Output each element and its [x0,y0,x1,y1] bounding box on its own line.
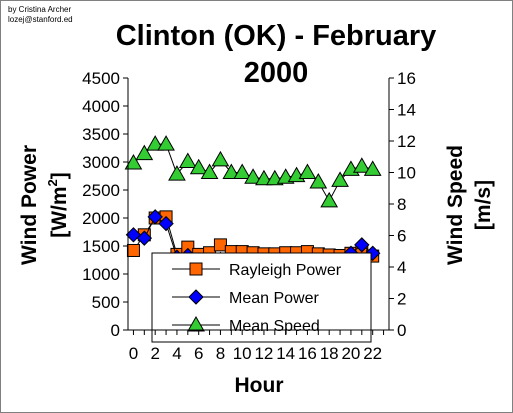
x-tick-label: 18 [320,344,339,363]
point-mean-speed [233,163,252,179]
y-right-tick-label: 8 [397,195,406,214]
point-mean-speed [135,144,154,161]
point-mean-speed [211,150,230,167]
point-mean-speed [124,154,143,170]
y-axis-left-label-line-1: Wind Power [18,145,41,265]
point-mean-speed [178,152,197,168]
point-mean-speed [255,169,273,186]
axes: 0500100015002000250030003500400045000246… [82,69,416,363]
point-mean-power [354,237,370,253]
y-axis-right-label: Wind Speed [m/s] [444,145,495,265]
chart-title-line-2: 2000 [244,57,309,89]
legend-marker-mean-power [188,289,204,305]
point-mean-speed [298,163,317,179]
y-left-tick-label: 500 [92,293,120,312]
x-tick-label: 8 [216,344,225,363]
x-tick-label: 4 [172,344,181,363]
y-left-tick-label: 3500 [82,125,120,144]
point-mean-speed [200,163,219,179]
x-tick-label: 16 [298,344,317,363]
point-mean-speed [146,135,165,151]
y-right-tick-label: 2 [397,290,406,309]
point-rayleigh-power [126,243,140,257]
y-axis-left-unit: [W/m [48,186,71,237]
point-mean-speed [363,160,382,176]
point-mean-power [158,215,174,232]
y-left-tick-label: 1500 [82,237,120,256]
credit-line-1: by Cristina Archer [8,5,71,14]
y-axis-right-label-line-2: [m/s] [472,180,495,230]
x-tick-label: 22 [363,344,382,363]
y-axis-left-unit-exponent: 2 [45,179,60,186]
point-mean-speed [309,172,328,189]
y-axis-right-label-line-1: Wind Speed [444,145,467,265]
y-axis-left-unit-close: ] [48,172,71,179]
y-right-tick-label: 0 [397,321,406,340]
x-tick-label: 2 [150,344,159,363]
point-mean-speed [244,168,262,184]
y-right-tick-label: 12 [397,132,416,151]
x-tick-label: 6 [194,344,203,363]
y-left-tick-label: 2000 [82,209,120,228]
series-mean-speed [124,135,382,208]
y-left-tick-label: 2500 [82,181,120,200]
y-left-tick-label: 4000 [82,97,120,116]
y-right-tick-label: 10 [397,164,416,183]
point-mean-speed [222,163,241,179]
point-mean-speed [168,165,186,181]
y-left-tick-label: 3000 [82,153,120,172]
y-right-tick-label: 16 [397,69,416,88]
y-left-tick-label: 1000 [82,265,120,284]
credit-line-2: lozej@stanford.ed [8,15,73,24]
y-axis-left-label-line-2: [W/m2] [45,172,71,238]
legend-label-mean-power: Mean Power [229,290,319,307]
point-mean-speed [157,135,175,151]
y-right-tick-label: 4 [397,258,406,277]
x-tick-label: 14 [276,344,295,363]
point-mean-power [136,230,153,246]
x-tick-label: 20 [341,344,360,363]
chart-title-line-1: Clinton (OK) - February [116,20,437,52]
y-right-tick-label: 14 [397,101,416,120]
y-right-tick-label: 6 [397,227,406,246]
legend-label-rayleigh-power: Rayleigh Power [229,262,342,279]
x-tick-label: 0 [129,344,138,363]
point-mean-speed [320,191,339,208]
y-axis-left-label: Wind Power [W/m2] [18,145,71,265]
point-rayleigh-power [213,238,227,252]
point-mean-speed [189,158,208,175]
x-tick-label: 10 [233,344,252,363]
point-mean-power [147,209,163,225]
legend-marker-mean-speed [187,315,205,332]
legend-marker-rayleigh-power [189,262,203,276]
legend-box [151,252,372,343]
x-axis-label: Hour [235,374,284,397]
point-mean-speed [352,157,371,173]
x-tick-label: 12 [254,344,273,363]
y-left-tick-label: 0 [111,321,120,340]
y-left-tick-label: 4500 [82,69,120,88]
point-mean-speed [331,171,349,187]
series-layer [124,135,382,272]
